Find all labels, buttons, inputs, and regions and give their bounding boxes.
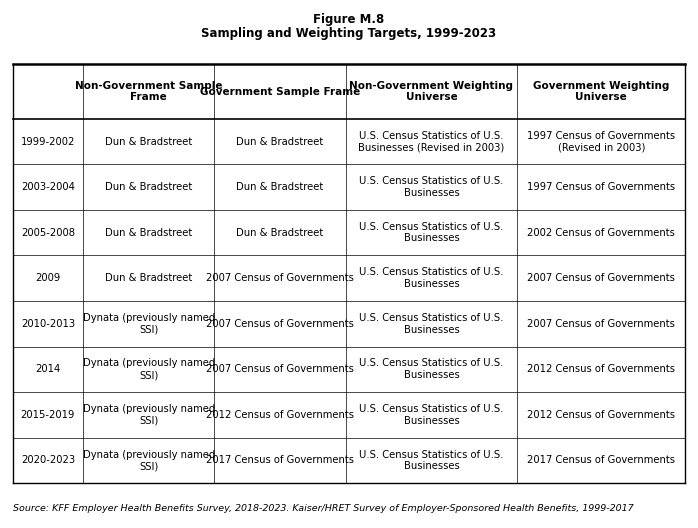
Text: Government Weighting
Universe: Government Weighting Universe xyxy=(533,81,669,102)
Text: 2017 Census of Governments: 2017 Census of Governments xyxy=(206,455,354,465)
Text: Dynata (previously named
SSI): Dynata (previously named SSI) xyxy=(82,449,215,471)
Text: Dun & Bradstreet: Dun & Bradstreet xyxy=(237,137,324,147)
Text: Dun & Bradstreet: Dun & Bradstreet xyxy=(237,182,324,192)
Text: U.S. Census Statistics of U.S.
Businesses: U.S. Census Statistics of U.S. Businesse… xyxy=(359,313,504,335)
Text: Non-Government Sample
Frame: Non-Government Sample Frame xyxy=(75,81,223,102)
Text: 2010-2013: 2010-2013 xyxy=(21,319,75,329)
Text: Dun & Bradstreet: Dun & Bradstreet xyxy=(105,228,193,238)
Text: 2003-2004: 2003-2004 xyxy=(21,182,75,192)
Text: U.S. Census Statistics of U.S.
Businesses (Revised in 2003): U.S. Census Statistics of U.S. Businesse… xyxy=(358,131,505,153)
Text: 2012 Census of Governments: 2012 Census of Governments xyxy=(527,364,676,374)
Text: Dun & Bradstreet: Dun & Bradstreet xyxy=(105,182,193,192)
Text: Dun & Bradstreet: Dun & Bradstreet xyxy=(105,137,193,147)
Text: Government Sample Frame: Government Sample Frame xyxy=(200,87,360,97)
Text: U.S. Census Statistics of U.S.
Businesses: U.S. Census Statistics of U.S. Businesse… xyxy=(359,267,504,289)
Text: Dun & Bradstreet: Dun & Bradstreet xyxy=(105,273,193,283)
Text: 2020-2023: 2020-2023 xyxy=(21,455,75,465)
Text: 2007 Census of Governments: 2007 Census of Governments xyxy=(206,364,354,374)
Text: 2002 Census of Governments: 2002 Census of Governments xyxy=(528,228,675,238)
Text: U.S. Census Statistics of U.S.
Businesses: U.S. Census Statistics of U.S. Businesse… xyxy=(359,449,504,471)
Text: Dynata (previously named
SSI): Dynata (previously named SSI) xyxy=(82,313,215,335)
Text: U.S. Census Statistics of U.S.
Businesses: U.S. Census Statistics of U.S. Businesse… xyxy=(359,222,504,243)
Text: 2017 Census of Governments: 2017 Census of Governments xyxy=(527,455,676,465)
Text: Dynata (previously named
SSI): Dynata (previously named SSI) xyxy=(82,359,215,380)
Text: 2012 Census of Governments: 2012 Census of Governments xyxy=(527,410,676,420)
Text: Dun & Bradstreet: Dun & Bradstreet xyxy=(237,228,324,238)
Text: Dynata (previously named
SSI): Dynata (previously named SSI) xyxy=(82,404,215,426)
Text: Non-Government Weighting
Universe: Non-Government Weighting Universe xyxy=(350,81,514,102)
Text: 1999-2002: 1999-2002 xyxy=(21,137,75,147)
Text: Source: KFF Employer Health Benefits Survey, 2018-2023. Kaiser/HRET Survey of Em: Source: KFF Employer Health Benefits Sur… xyxy=(13,504,633,513)
Text: 2014: 2014 xyxy=(36,364,61,374)
Text: 1997 Census of Governments
(Revised in 2003): 1997 Census of Governments (Revised in 2… xyxy=(527,131,676,153)
Text: 2015-2019: 2015-2019 xyxy=(21,410,75,420)
Text: U.S. Census Statistics of U.S.
Businesses: U.S. Census Statistics of U.S. Businesse… xyxy=(359,404,504,426)
Text: 2009: 2009 xyxy=(36,273,61,283)
Text: 2007 Census of Governments: 2007 Census of Governments xyxy=(206,273,354,283)
Text: Figure M.8: Figure M.8 xyxy=(313,13,385,26)
Text: 1997 Census of Governments: 1997 Census of Governments xyxy=(527,182,676,192)
Text: 2007 Census of Governments: 2007 Census of Governments xyxy=(206,319,354,329)
Text: 2012 Census of Governments: 2012 Census of Governments xyxy=(206,410,354,420)
Text: U.S. Census Statistics of U.S.
Businesses: U.S. Census Statistics of U.S. Businesse… xyxy=(359,359,504,380)
Text: 2007 Census of Governments: 2007 Census of Governments xyxy=(528,319,675,329)
Text: 2005-2008: 2005-2008 xyxy=(21,228,75,238)
Text: Sampling and Weighting Targets, 1999-2023: Sampling and Weighting Targets, 1999-202… xyxy=(202,27,496,41)
Text: U.S. Census Statistics of U.S.
Businesses: U.S. Census Statistics of U.S. Businesse… xyxy=(359,176,504,198)
Text: 2007 Census of Governments: 2007 Census of Governments xyxy=(528,273,675,283)
